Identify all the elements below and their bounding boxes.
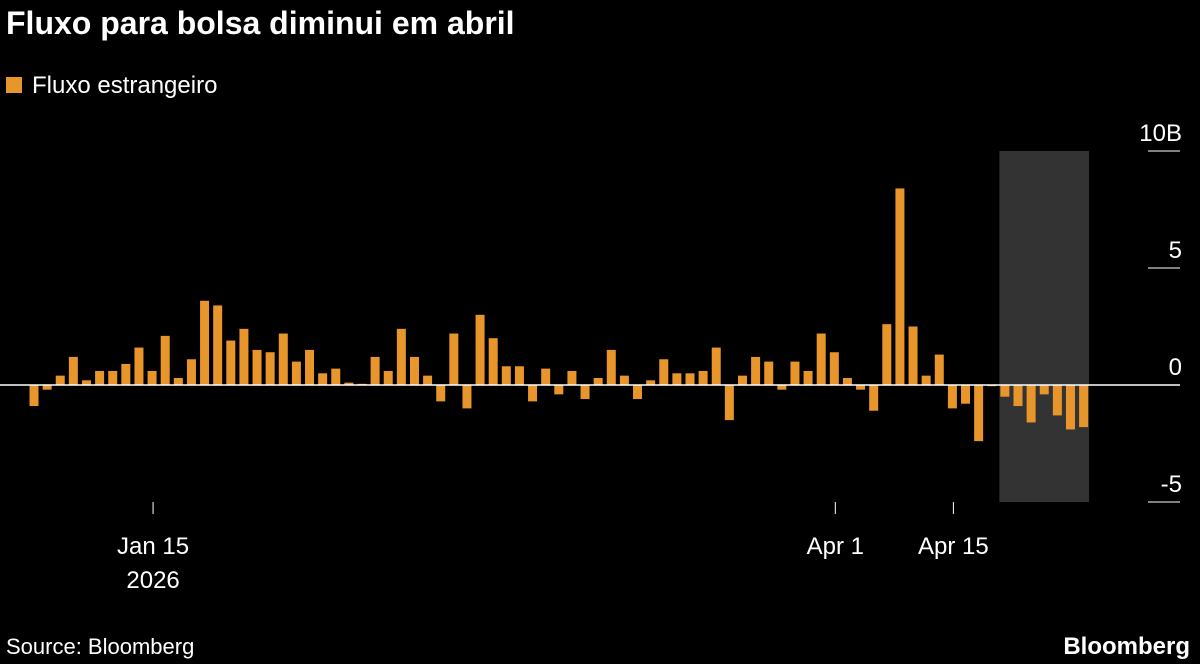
bar: [514, 366, 524, 385]
bar: [305, 349, 315, 385]
bar: [423, 375, 433, 385]
bar: [68, 356, 78, 385]
bar: [370, 356, 380, 385]
bar: [685, 373, 695, 385]
bar: [291, 361, 301, 385]
bar: [134, 347, 144, 385]
y-tick-label: 10B: [1139, 120, 1182, 147]
bar: [1079, 385, 1089, 428]
bar: [908, 326, 918, 385]
bar: [1065, 385, 1075, 430]
bar: [1026, 385, 1036, 423]
bar: [790, 361, 800, 385]
bar: [593, 377, 603, 385]
bar: [226, 340, 236, 385]
bar: [200, 300, 210, 385]
bar: [344, 382, 354, 385]
bar: [895, 188, 905, 385]
bar: [252, 349, 262, 385]
x-tick-label: Apr 1: [807, 533, 864, 560]
bar: [1039, 385, 1049, 395]
bar: [554, 385, 564, 395]
bar: [816, 333, 826, 385]
bar: [160, 335, 170, 385]
highlight-region: [999, 151, 1090, 502]
bar: [921, 375, 931, 385]
bar: [121, 363, 131, 385]
bar: [856, 385, 866, 390]
bar: [1000, 385, 1010, 397]
bar: [829, 352, 839, 385]
bar: [239, 328, 249, 385]
bar: [95, 370, 105, 385]
bar: [541, 368, 551, 385]
x-tick-label: Jan 15: [117, 533, 189, 560]
bar: [751, 356, 761, 385]
bar: [842, 377, 852, 385]
bar: [501, 366, 511, 385]
bar: [803, 370, 813, 385]
bar: [462, 385, 472, 409]
bar: [475, 314, 485, 385]
bar: [147, 370, 157, 385]
source: Source: Bloomberg: [6, 634, 194, 659]
bar: [29, 385, 39, 407]
bar: [318, 373, 328, 385]
bar: [383, 370, 393, 385]
bar: [409, 356, 419, 385]
brand: Bloomberg: [1063, 633, 1190, 660]
y-tick-label: -5: [1161, 471, 1182, 498]
bar: [646, 380, 656, 385]
bar: [81, 380, 91, 385]
bar: [580, 385, 590, 400]
bar: [659, 359, 669, 385]
bar: [974, 385, 984, 442]
legend-swatch: [6, 77, 22, 93]
bar: [396, 328, 406, 385]
bar: [764, 361, 774, 385]
bar: [698, 370, 708, 385]
bar: [55, 375, 65, 385]
bar: [488, 338, 498, 385]
bar: [633, 385, 643, 400]
bar: [436, 385, 446, 402]
bar: [1013, 385, 1023, 407]
bar: [173, 377, 183, 385]
bar: [724, 385, 734, 421]
bar: [528, 385, 538, 402]
bar: [42, 385, 52, 390]
bar: [1052, 385, 1062, 416]
y-tick-label: 0: [1169, 354, 1182, 381]
bar: [882, 324, 892, 385]
x-tick-label: Apr 15: [918, 533, 989, 560]
bar: [711, 347, 721, 385]
bar: [265, 352, 275, 385]
bar: [672, 373, 682, 385]
bar: [606, 349, 616, 385]
legend-label: Fluxo estrangeiro: [32, 72, 217, 99]
bar: [961, 385, 971, 404]
bar: [108, 370, 118, 385]
bar: [737, 375, 747, 385]
bar: [213, 305, 223, 385]
bar: [331, 368, 341, 385]
chart-title: Fluxo para bolsa diminui em abril: [6, 5, 515, 41]
bar: [869, 385, 879, 411]
y-tick-label: 5: [1169, 237, 1182, 264]
bar: [947, 385, 957, 409]
bar: [619, 375, 629, 385]
bar: [934, 354, 944, 385]
bar: [278, 333, 288, 385]
bar: [567, 370, 577, 385]
bar: [186, 359, 196, 385]
bar: [777, 385, 787, 390]
bar: [449, 333, 459, 385]
x-year-label: 2026: [126, 567, 179, 594]
